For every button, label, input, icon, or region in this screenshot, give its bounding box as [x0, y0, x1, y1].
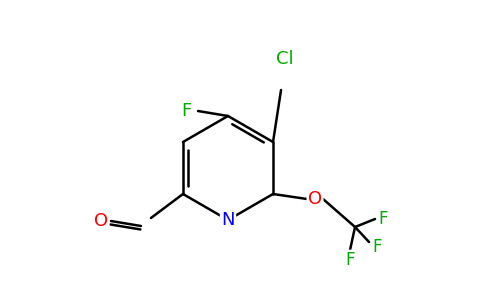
Text: F: F [181, 102, 191, 120]
Text: F: F [345, 251, 355, 269]
Text: O: O [308, 190, 322, 208]
Text: Cl: Cl [276, 50, 294, 68]
Text: F: F [372, 238, 382, 256]
Text: O: O [94, 212, 108, 230]
Text: N: N [221, 211, 235, 229]
Text: F: F [378, 210, 388, 228]
